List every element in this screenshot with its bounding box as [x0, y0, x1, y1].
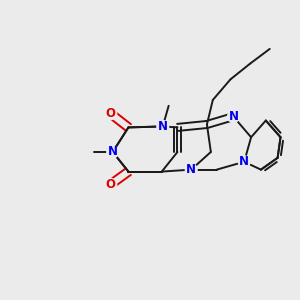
Text: O: O: [106, 107, 116, 120]
Text: N: N: [158, 120, 168, 133]
Circle shape: [185, 164, 197, 176]
Text: N: N: [239, 155, 249, 168]
Text: N: N: [186, 163, 196, 176]
Circle shape: [157, 121, 169, 132]
Text: O: O: [106, 178, 116, 191]
Text: N: N: [228, 110, 239, 123]
Circle shape: [105, 108, 117, 120]
Circle shape: [107, 146, 118, 158]
Text: N: N: [108, 146, 118, 158]
Circle shape: [105, 178, 117, 190]
Circle shape: [238, 156, 250, 168]
Circle shape: [227, 111, 239, 122]
